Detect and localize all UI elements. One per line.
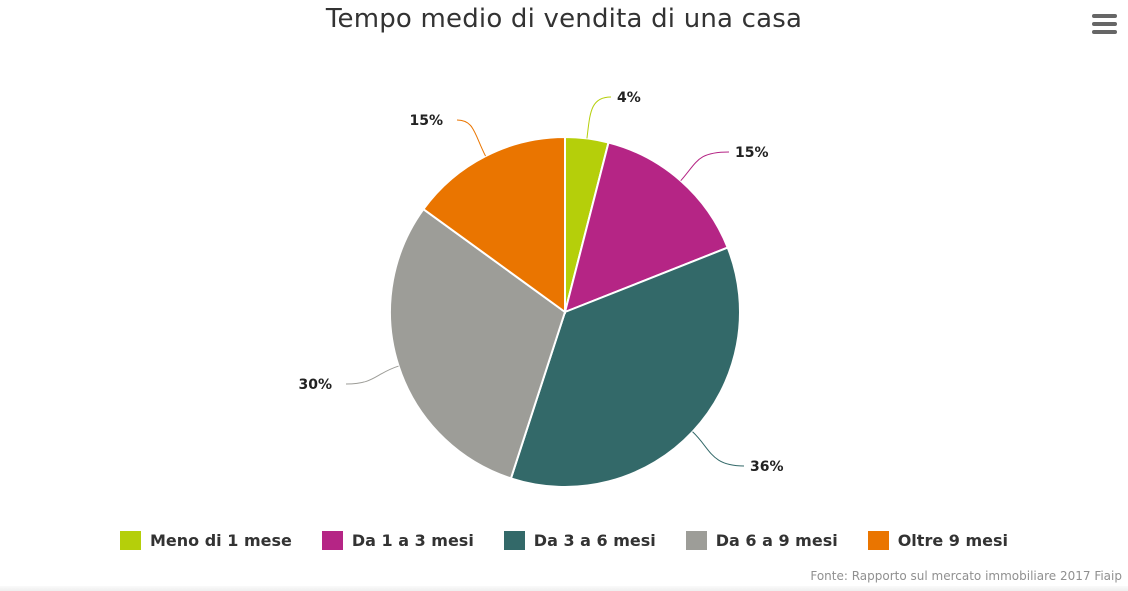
legend-swatch — [503, 531, 525, 550]
label-connector — [680, 151, 730, 182]
legend-item-da-3-a-6-mesi[interactable]: Da 3 a 6 mesi — [503, 531, 656, 550]
pie-slice-da-6-a-9-mesi[interactable] — [389, 207, 567, 480]
legend-item-oltre-9-mesi[interactable]: Oltre 9 mesi — [867, 531, 1008, 550]
legend-label: Da 6 a 9 mesi — [715, 531, 838, 550]
data-label: 36% — [750, 459, 784, 475]
pie-slices — [389, 135, 741, 488]
chart-title: Tempo medio di vendita di una casa — [325, 4, 803, 34]
menu-bar — [1092, 30, 1117, 34]
data-labels: 4% 15% 36% 30% 15% — [298, 90, 783, 475]
menu-bar — [1092, 22, 1117, 26]
legend-label: Da 3 a 6 mesi — [533, 531, 656, 550]
label-connector — [456, 119, 486, 157]
label-connector — [345, 365, 399, 385]
legend-item-da-1-a-3-mesi[interactable]: Da 1 a 3 mesi — [321, 531, 474, 550]
data-label: 4% — [617, 90, 641, 106]
data-label: 15% — [409, 113, 443, 129]
pie-slice-da-1-a-3-mesi[interactable] — [563, 141, 730, 314]
label-connector — [692, 431, 745, 467]
legend-swatch — [685, 531, 707, 550]
label-connector — [586, 96, 612, 139]
data-label: 15% — [735, 145, 769, 161]
legend-item-meno-di-1-mese[interactable]: Meno di 1 mese — [120, 531, 292, 550]
legend-label: Meno di 1 mese — [150, 531, 292, 550]
menu-bar — [1092, 14, 1117, 18]
legend-label: Da 1 a 3 mesi — [351, 531, 474, 550]
legend-label: Oltre 9 mesi — [897, 531, 1008, 550]
hamburger-menu-icon[interactable] — [1092, 14, 1120, 38]
source-credits: Fonte: Rapporto sul mercato immobiliare … — [810, 569, 1122, 583]
legend-swatch — [867, 531, 889, 550]
data-label-connectors — [345, 96, 745, 467]
legend-item-da-6-a-9-mesi[interactable]: Da 6 a 9 mesi — [685, 531, 838, 550]
legend-swatch — [120, 531, 141, 550]
legend-swatch — [321, 531, 343, 550]
legend: Meno di 1 mese Da 1 a 3 mesi Da 3 a 6 me… — [0, 531, 1128, 550]
bottom-divider — [0, 586, 1128, 591]
data-label: 30% — [298, 377, 332, 393]
pie-slice-oltre-9-mesi[interactable] — [422, 135, 566, 314]
